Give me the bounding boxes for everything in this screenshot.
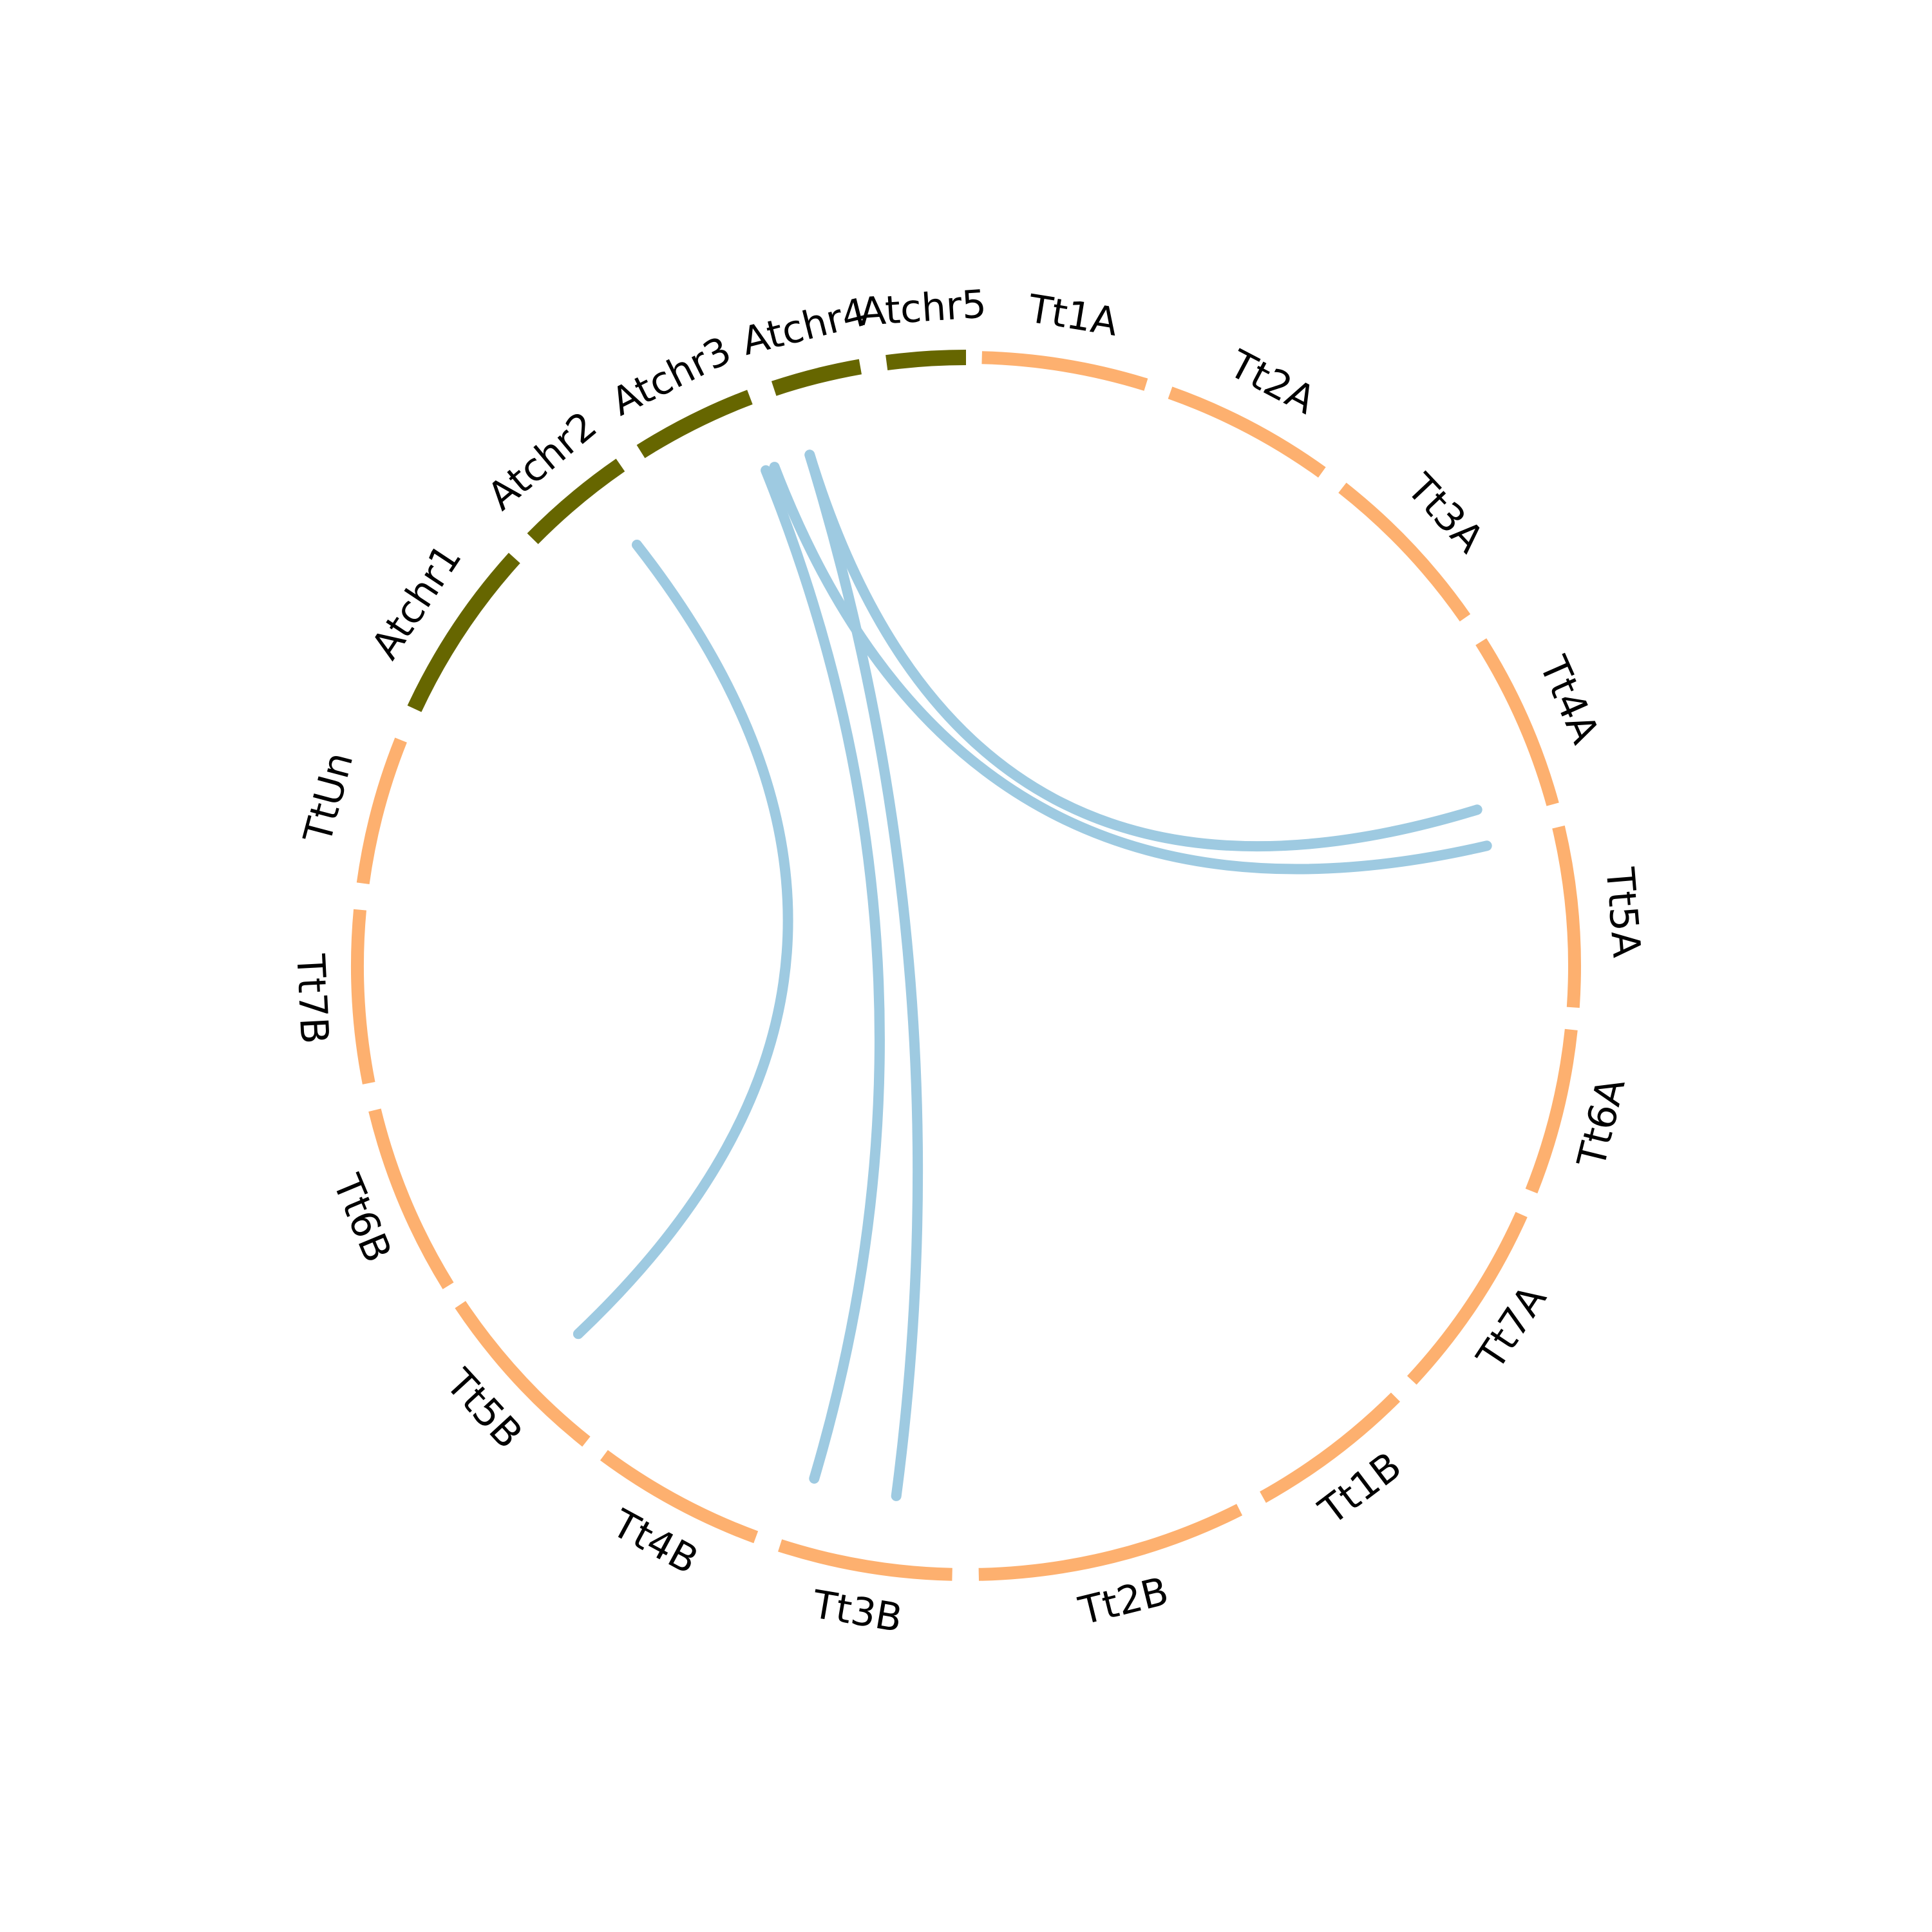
chromosome-label-tt7b: Tt7B — [287, 952, 337, 1045]
chromosome-label-tt1a: Tt1A — [1025, 286, 1121, 345]
synteny-link-atchr4-tt4a — [804, 450, 1482, 852]
chromosome-arc-tt7a — [1406, 1211, 1528, 1385]
chromosome-arc-tt5a — [1552, 825, 1581, 1008]
chromosome-label-atchr4: Atchr4 — [737, 290, 872, 365]
chromosome-arc-atchr5 — [886, 350, 967, 371]
synteny-links — [573, 450, 1492, 1501]
chromosome-arc-tt4a — [1475, 638, 1559, 806]
synteny-link-atchr2-tt5b — [573, 540, 793, 1340]
chromosome-label-atchr2: Atchr2 — [479, 403, 605, 519]
chromosome-label-tt4a: Tt4A — [1530, 649, 1608, 750]
chromosome-arc-atchr4 — [771, 359, 862, 396]
chromosome-arc-tt4b — [600, 1450, 759, 1544]
synteny-link-atchr4-tt3b — [804, 450, 923, 1501]
chromosome-arc-tt1a — [981, 351, 1148, 391]
chromosome-label-tt2b: Tt2B — [1074, 1569, 1173, 1634]
chromosome-label-tt6b: Tt6B — [324, 1168, 401, 1269]
chromosome-arc-tt3a — [1338, 482, 1471, 622]
chromosome-label-tt6a: Tt6A — [1569, 1074, 1634, 1172]
chromosome-label-ttun: TtUn — [295, 748, 362, 848]
chromosome-arc-atchr3 — [636, 390, 753, 459]
chromosome-arc-tt7b — [351, 909, 375, 1084]
chromosome-label-tt5a: Tt5A — [1596, 866, 1649, 960]
chromosome-arc-atchr2 — [527, 459, 625, 544]
chromosome-label-tt3b: Tt3B — [809, 1582, 905, 1641]
chromosome-label-atchr5: Atchr5 — [858, 281, 988, 335]
chromosome-arc-tt5b — [455, 1301, 591, 1447]
chromosome-label-tt2a: Tt2A — [1222, 341, 1323, 423]
chromosome-arc-tt6a — [1525, 1028, 1578, 1194]
chromosome-arc-tt2a — [1168, 386, 1326, 478]
chromosome-arc-ttun — [356, 737, 407, 885]
chromosome-arcs — [351, 350, 1581, 1581]
chromosome-arc-tt2b — [978, 1504, 1243, 1581]
chromosome-arc-tt6b — [368, 1108, 454, 1289]
synteny-link-atchr4-tt5a — [769, 462, 1492, 875]
chromosome-arc-tt3b — [778, 1539, 952, 1581]
synteny-link-atchr4-tt4b — [761, 465, 885, 1484]
chromosome-arc-tt1b — [1260, 1392, 1401, 1503]
chromosome-arc-atchr1 — [407, 553, 520, 712]
